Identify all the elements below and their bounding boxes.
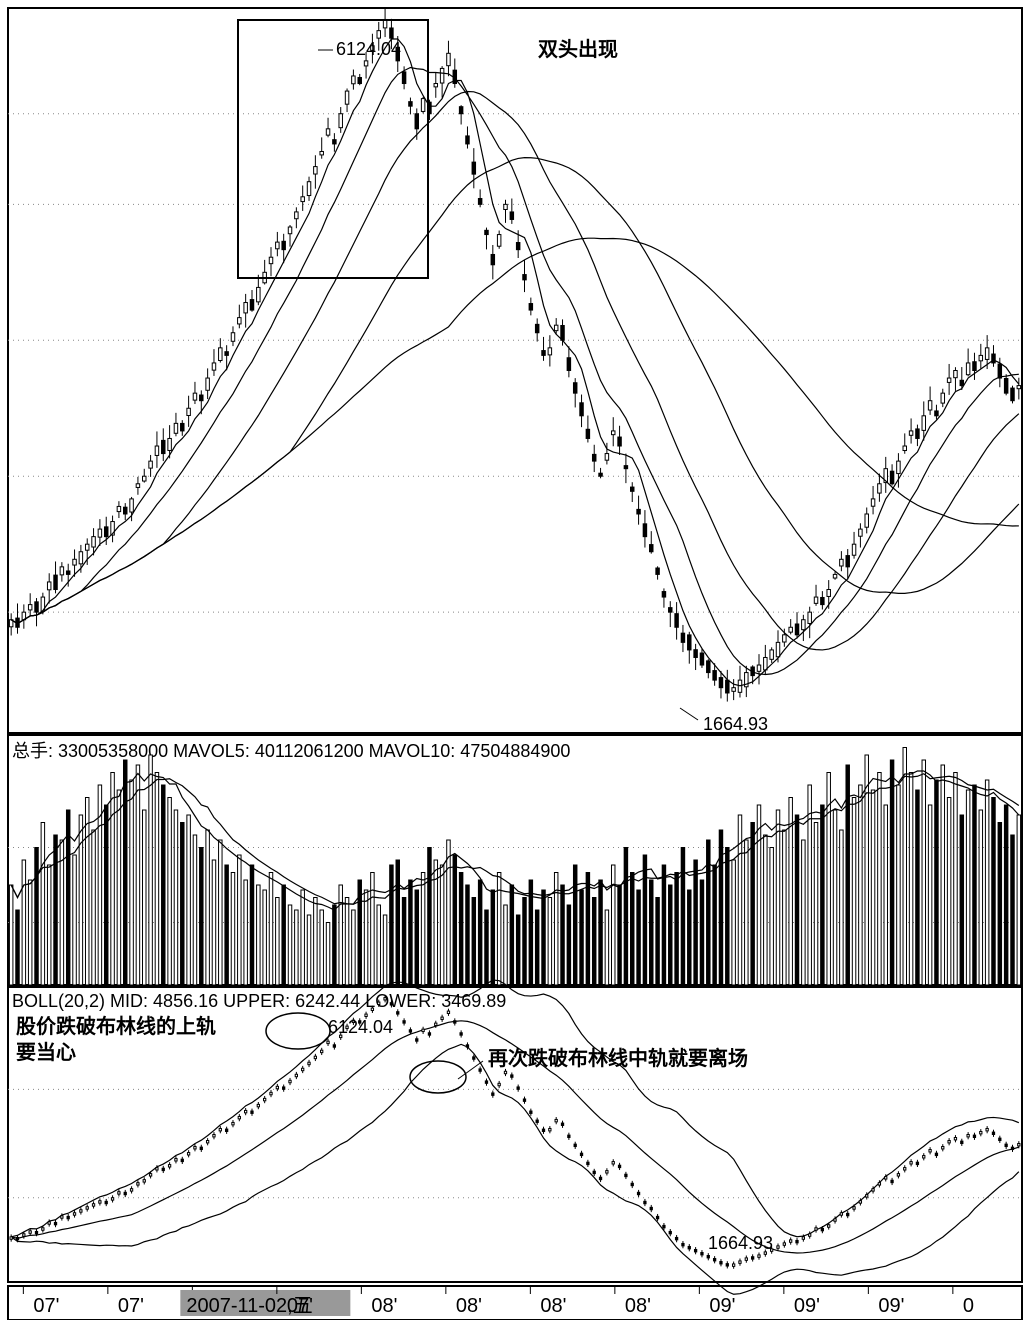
boll-peak-label: 6124.04 xyxy=(328,1017,393,1037)
xaxis-label: 09' xyxy=(878,1295,904,1317)
xaxis-label: 08' xyxy=(540,1295,566,1317)
double-top-title: 双头出现 xyxy=(538,38,618,61)
stock-chart: 双头出现 6124.04 1664.93 总手: 33005358000 MAVOL5… xyxy=(0,0,1030,1320)
peak-value-label: 6124.04 xyxy=(336,39,401,59)
xaxis-label: 07' xyxy=(287,1295,313,1317)
xaxis-label: 08' xyxy=(371,1295,397,1317)
boll-ann2: 再次跌破布林线中轨就要离场 xyxy=(488,1046,748,1070)
xaxis-label: 07' xyxy=(118,1295,144,1317)
xaxis-label: 08' xyxy=(625,1295,651,1317)
boll-circle-upper-break xyxy=(266,1013,330,1049)
boll-ann1-line2: 要当心 xyxy=(16,1041,76,1064)
boll-trough-label: 1664.93 xyxy=(708,1233,773,1253)
volume-header: 总手: 33005358000 MAVOL5: 40112061200 MAVO… xyxy=(12,741,570,761)
boll-header: BOLL(20,2) MID: 4856.16 UPPER: 6242.44 L… xyxy=(12,991,506,1011)
xaxis-label: 08' xyxy=(456,1295,482,1317)
trough-value-label: 1664.93 xyxy=(703,714,768,734)
boll-ann1-line1: 股价跌破布林线的上轨 xyxy=(16,1014,216,1038)
xaxis-label: 0 xyxy=(963,1295,974,1317)
xaxis-label: 07' xyxy=(33,1295,59,1317)
price-candles xyxy=(9,8,1020,702)
xaxis-label: 09' xyxy=(794,1295,820,1317)
boll-circle-mid-break xyxy=(410,1061,466,1093)
xaxis-label: 09' xyxy=(709,1295,735,1317)
